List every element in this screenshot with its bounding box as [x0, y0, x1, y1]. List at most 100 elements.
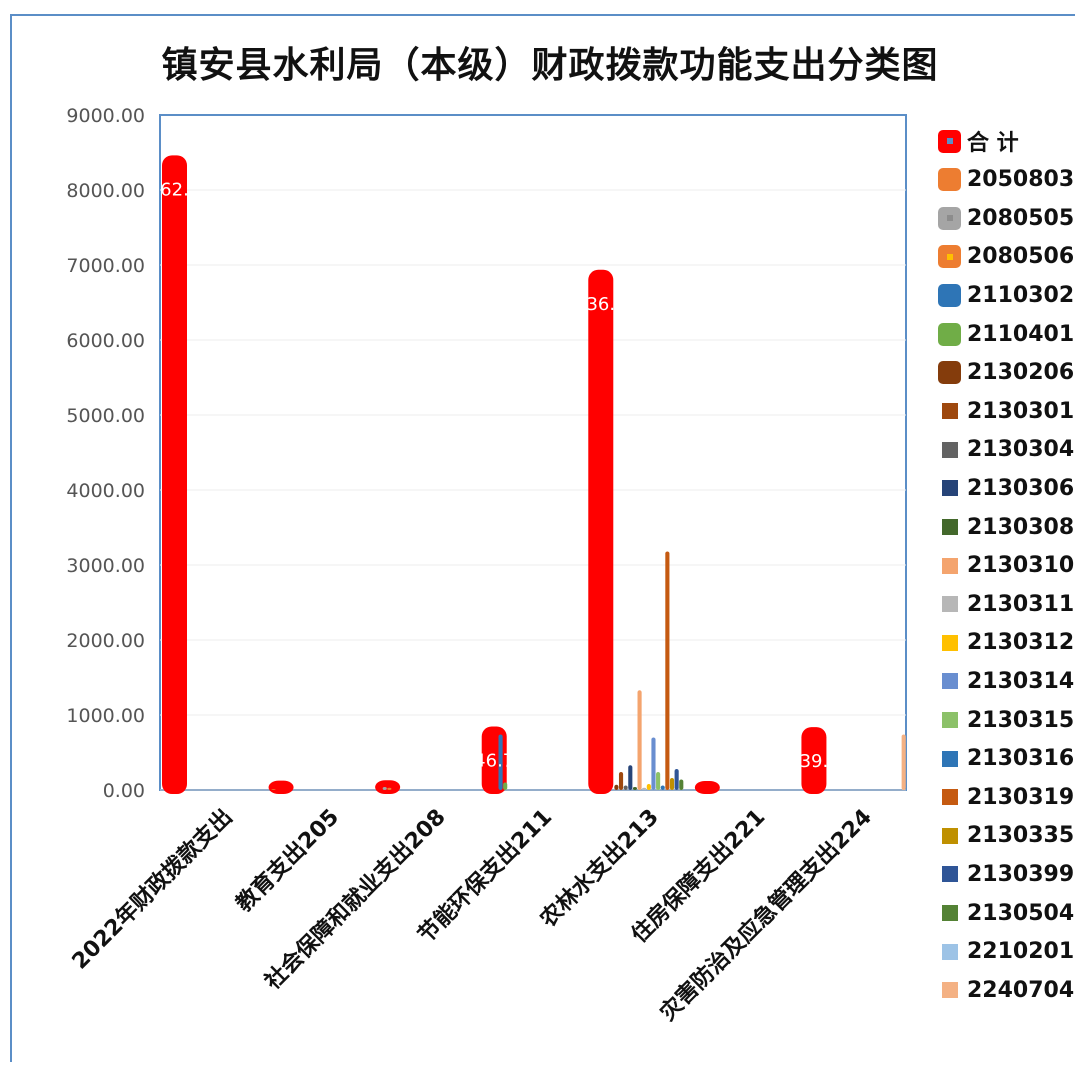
bar-data-label: 39.: [800, 751, 829, 772]
legend-swatch-marker: [946, 138, 953, 144]
legend-label: 2130315: [967, 707, 1075, 733]
legend-label: 2130312: [967, 630, 1075, 656]
legend-item: 2130311: [938, 589, 1074, 619]
x-category-label: 社会保障和就业支出208: [260, 804, 451, 995]
legend-item: 2080506: [938, 242, 1074, 272]
y-tick-label: 9000.00: [66, 105, 145, 127]
y-tick-label: 1000.00: [66, 705, 145, 727]
y-tick-label: 3000.00: [66, 555, 145, 577]
bar-2130311: [642, 787, 647, 790]
legend-swatch: [938, 206, 961, 230]
bar-2130504: [679, 779, 684, 790]
legend-label: 2130206: [967, 360, 1075, 386]
legend-item: 2240704: [938, 975, 1074, 1005]
bar-2130319: [665, 551, 670, 790]
bar-total: [162, 155, 187, 795]
legend-item: 2130314: [938, 666, 1074, 696]
bar-2130310: [637, 690, 642, 790]
legend-label: 2130308: [967, 514, 1075, 540]
legend-swatch: [942, 596, 958, 613]
legend-item: 2130310: [938, 551, 1074, 581]
legend-swatch: [942, 557, 958, 574]
x-category-label: 2022年财政拨款支出: [67, 804, 238, 975]
legend-item: 2130206: [938, 358, 1074, 388]
bar-2080506: [387, 787, 392, 790]
legend-item: 2130304: [938, 435, 1074, 465]
bar-2130306: [628, 765, 633, 790]
legend-label: 合 计: [967, 131, 1019, 156]
chart-title: 镇安县水利局（本级）财政拨款功能支出分类图: [161, 45, 939, 86]
bar-total: [801, 727, 827, 794]
bar-2110302: [498, 734, 503, 790]
bar-data-label: 62.: [160, 179, 189, 200]
legend-swatch: [942, 712, 958, 728]
bar-2130315: [656, 772, 661, 790]
legend-swatch: [942, 519, 958, 535]
y-tick-label: 0.00: [103, 780, 145, 802]
legend-item: 2080505: [938, 203, 1074, 233]
legend-swatch-marker: [946, 215, 953, 222]
chart-frame: [10, 14, 1075, 1062]
legend-label: 2130504: [967, 900, 1075, 926]
bar-2130304: [623, 785, 628, 790]
y-tick-label: 7000.00: [66, 255, 145, 277]
bar-2240704: [901, 734, 906, 790]
legend-label: 2130311: [967, 591, 1075, 617]
legend-swatch: [942, 441, 958, 458]
legend-swatch: [938, 322, 961, 346]
x-category-label: 灾害防治及应急管理支出224: [655, 804, 877, 1026]
legend-item: 2130312: [938, 628, 1074, 658]
bar-2050803: [271, 789, 276, 790]
legend-label: 2130301: [967, 398, 1075, 424]
legend-item: 2130308: [938, 512, 1074, 542]
legend-swatch: [942, 943, 958, 960]
legend-label: 2210201: [967, 939, 1075, 965]
legend-label: 2130306: [967, 475, 1075, 501]
legend-label: 2240704: [967, 977, 1075, 1003]
legend-label: 2080506: [967, 244, 1075, 270]
bar-2130301: [618, 772, 624, 790]
legend-item: 2130504: [938, 898, 1074, 928]
bar-total: [375, 780, 401, 794]
bar-2080505: [382, 787, 387, 790]
legend-item: 2210201: [938, 937, 1074, 967]
y-tick-label: 5000.00: [66, 405, 145, 427]
legend-swatch: [938, 168, 961, 192]
legend-item: 2130316: [938, 744, 1074, 774]
legend-swatch: [942, 403, 958, 420]
legend-label: 2130310: [967, 553, 1075, 579]
bar-total: [694, 781, 720, 794]
legend-label: 2130319: [967, 784, 1075, 810]
legend-item: 2130399: [938, 859, 1074, 889]
x-category-label: 教育支出205: [231, 804, 344, 917]
legend-swatch: [942, 480, 958, 497]
bar-2130308: [632, 787, 638, 790]
legend-item: 2130301: [938, 396, 1074, 426]
legend-swatch: [938, 283, 961, 307]
bar-2130316: [660, 785, 665, 790]
legend-swatch: [942, 905, 958, 921]
bar-total: [588, 269, 614, 794]
y-tick-label: 8000.00: [66, 180, 145, 202]
legend-item: 2130306: [938, 473, 1074, 503]
legend-swatch: [942, 866, 958, 883]
legend-item: 2130319: [938, 782, 1074, 812]
legend-swatch: [942, 750, 958, 767]
bar-data-label: 36.: [586, 294, 615, 315]
bar-2130312: [646, 784, 651, 790]
y-tick-label: 4000.00: [66, 480, 145, 502]
legend-swatch: [942, 673, 958, 690]
legend-item: 2050803: [938, 165, 1074, 195]
legend-label: 2130314: [967, 668, 1075, 694]
bar-2130399: [674, 769, 679, 790]
legend-item: 合 计: [938, 126, 1019, 156]
legend-label: 2130335: [967, 823, 1075, 849]
bar-2130206: [614, 784, 619, 790]
legend-swatch: [938, 361, 961, 385]
legend-swatch: [942, 827, 958, 844]
bar-2130314: [651, 737, 656, 790]
legend-label: 2110401: [967, 321, 1075, 347]
legend-item: 2130335: [938, 821, 1074, 851]
legend-label: 2130316: [967, 746, 1075, 772]
